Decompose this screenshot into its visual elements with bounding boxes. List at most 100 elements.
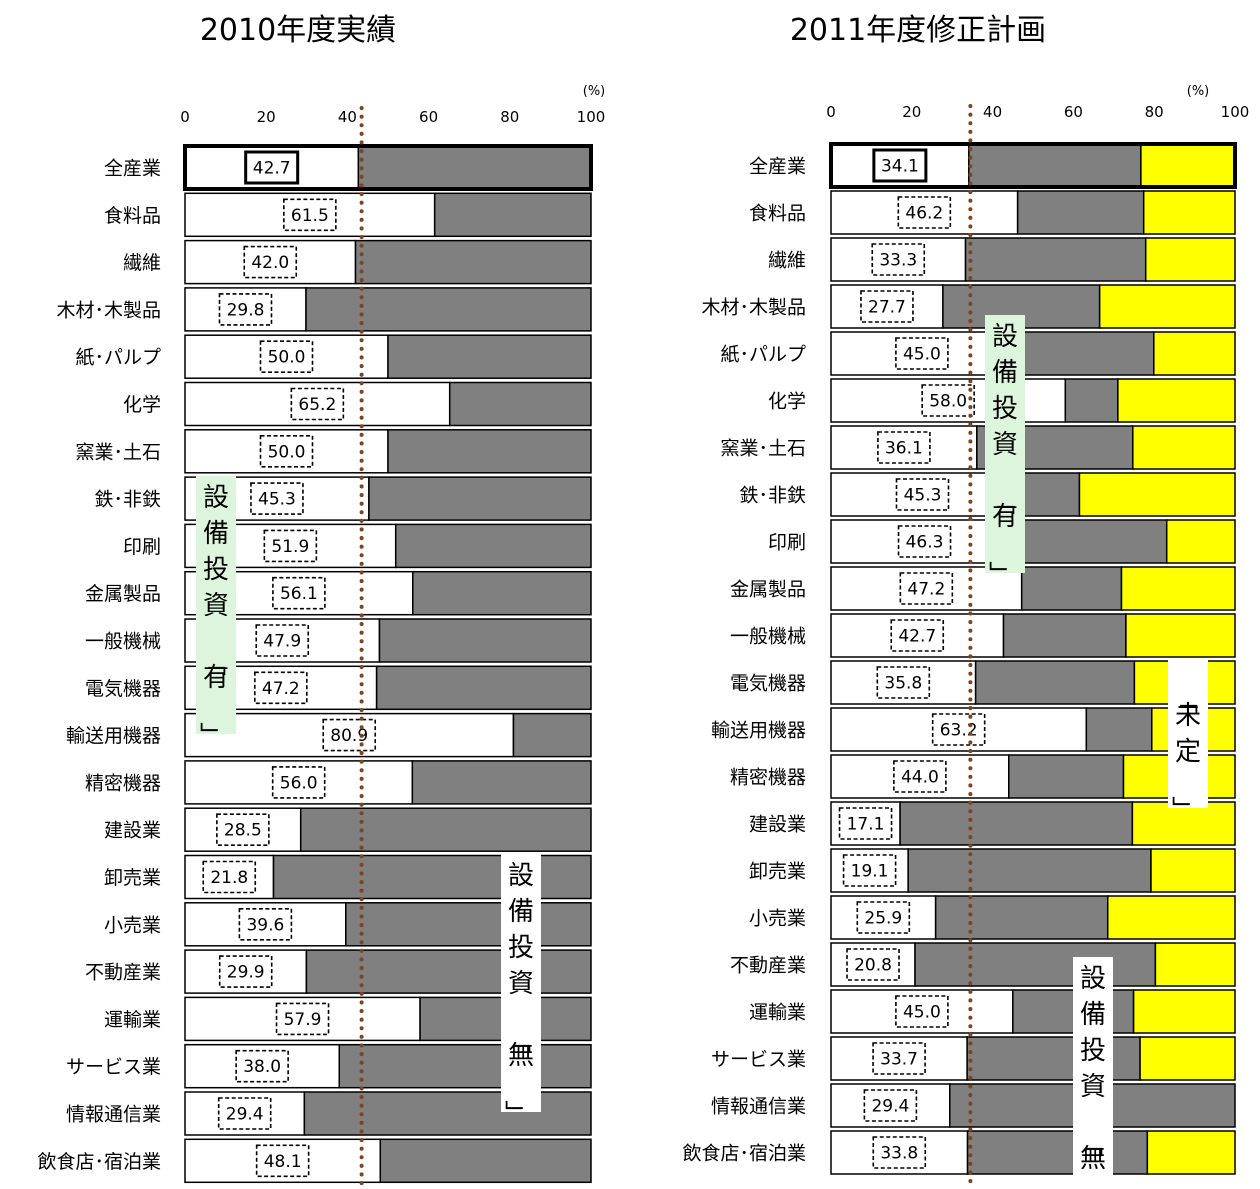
bar-segment-undecided — [1140, 143, 1236, 188]
category-label: 化学 — [123, 394, 161, 416]
x-tick-label: 80 — [1145, 103, 1164, 121]
annotation-background — [501, 854, 541, 1112]
annotation-background — [1168, 658, 1208, 808]
value-label-box — [322, 718, 377, 752]
category-label: 精密機器 — [85, 772, 161, 794]
annotation-text: 設備投資「無」 — [1073, 964, 1106, 1189]
bar-segment-undecided — [1132, 989, 1236, 1034]
value-label: 34.1 — [881, 157, 919, 177]
bar-row: 全産業 42.7 — [104, 144, 593, 191]
x-tick-labels: 0 20 40 60 80 100 — [180, 108, 605, 126]
bar-row: 情報通信業 29.4 — [66, 1091, 592, 1136]
category-label: 建設業 — [749, 814, 806, 836]
bar-row: 電気機器 35.8 — [730, 660, 1236, 705]
bar-segment-no — [354, 239, 592, 285]
category-label: 輸送用機器 — [66, 725, 161, 747]
bar-segment-no — [1016, 190, 1145, 235]
bar-row: 精密機器 44.0 — [730, 754, 1236, 799]
bar-row: 金属製品 47.2 — [730, 566, 1236, 611]
bar-row: 不動産業 29.9 — [85, 949, 592, 994]
bar-row: 鉄･非鉄 45.3 — [739, 472, 1236, 517]
bar-row: 紙･パルプ 50.0 — [75, 334, 592, 379]
bar-segment-no — [934, 895, 1109, 940]
x-tick-label: 0 — [180, 108, 190, 126]
bar-row: 不動産業 20.8 — [730, 942, 1236, 987]
category-label: 金属製品 — [85, 583, 161, 605]
value-label-box — [846, 948, 900, 981]
value-label: 50.0 — [268, 348, 306, 368]
x-tick-label: 20 — [257, 108, 276, 126]
value-label-box — [272, 576, 326, 610]
bar-row: 一般機械 42.7 — [730, 613, 1236, 658]
bar-segment-no — [305, 949, 592, 994]
bar-segment-no — [1002, 613, 1127, 658]
bar-segment-undecided — [1125, 613, 1236, 658]
value-label-box — [872, 148, 928, 183]
bar-segment-no — [368, 476, 592, 521]
value-label-box — [897, 196, 952, 229]
value-label: 61.5 — [291, 206, 329, 226]
x-tick-label: 40 — [983, 103, 1002, 121]
bar-row: 窯業･土石 36.1 — [720, 425, 1236, 470]
category-label: 卸売業 — [104, 867, 161, 889]
bar-segment-no — [966, 1036, 1141, 1081]
annotation-no: 設備投資「無」 — [1073, 957, 1113, 1189]
x-tick-label: 80 — [500, 108, 519, 126]
value-label-box — [254, 671, 308, 705]
bar-segment-undecided — [1144, 237, 1236, 282]
value-label: 47.2 — [907, 580, 945, 600]
bar-row: 窯業･土石 50.0 — [75, 429, 592, 474]
bar-segment-no — [394, 523, 592, 569]
category-label: 小売業 — [749, 908, 806, 930]
bar-row: 一般機械 47.9 — [85, 618, 592, 663]
value-label-box — [872, 1042, 926, 1075]
value-label-box — [872, 1136, 927, 1169]
bar-row: 木材･木製品 27.7 — [701, 284, 1236, 329]
bar-rows: 全産業 42.7 食料品 61.5 繊維 42.0 木材･木製品 29.8 紙･パルプ 50.0 化… — [37, 144, 593, 1184]
category-label: 全産業 — [104, 158, 161, 180]
category-label: 紙･パルプ — [75, 347, 161, 369]
value-label: 56.1 — [280, 584, 318, 604]
value-label-box — [263, 529, 318, 563]
bar-segment-undecided — [1153, 331, 1236, 376]
annotation-text: 「未定」 — [1168, 688, 1201, 822]
category-label: 一般機械 — [730, 626, 806, 648]
category-label: 不動産業 — [85, 962, 161, 984]
value-label-box — [842, 854, 897, 887]
value-label: 42.7 — [898, 627, 936, 647]
value-label: 56.0 — [280, 773, 318, 793]
value-label: 58.0 — [929, 392, 967, 412]
bar-outline-total — [829, 142, 1237, 189]
value-label: 63.2 — [940, 721, 978, 741]
bar-segment-no — [966, 1130, 1149, 1175]
category-label: サービス業 — [66, 1056, 161, 1078]
bar-segment-no — [375, 665, 592, 711]
chart-title: 2010年度実績 — [200, 13, 396, 48]
category-label: 金属製品 — [730, 579, 806, 601]
category-label: 情報通信業 — [711, 1096, 806, 1118]
value-label: 39.6 — [246, 915, 284, 935]
value-label: 47.2 — [262, 679, 300, 699]
bar-segment-undecided — [1142, 190, 1236, 235]
value-label-box — [202, 860, 257, 894]
annotation-text: 設備投資「有」 — [196, 483, 229, 748]
bar-segment-no — [379, 1138, 592, 1184]
value-label-box — [244, 150, 300, 185]
bar-segment-no — [512, 712, 592, 758]
value-label: 50.0 — [268, 442, 306, 462]
value-label: 48.1 — [264, 1152, 302, 1172]
value-label: 65.2 — [298, 395, 336, 415]
bar-row: 化学 58.0 — [768, 378, 1236, 423]
bar-segment-no — [378, 618, 592, 663]
bar-row: 繊維 42.0 — [123, 239, 592, 285]
bar-row: 輸送用機器 80.9 — [66, 712, 592, 758]
value-label-box — [893, 760, 947, 793]
value-label: 35.8 — [884, 674, 922, 694]
bar-segment-no — [974, 660, 1136, 705]
category-label: 飲食店･宿泊業 — [682, 1143, 806, 1165]
value-label-box — [877, 431, 931, 464]
value-label-box — [931, 713, 986, 746]
bar-row: 鉄･非鉄 45.3 — [94, 476, 592, 521]
value-label: 29.9 — [227, 963, 265, 983]
value-label: 42.7 — [253, 159, 291, 179]
